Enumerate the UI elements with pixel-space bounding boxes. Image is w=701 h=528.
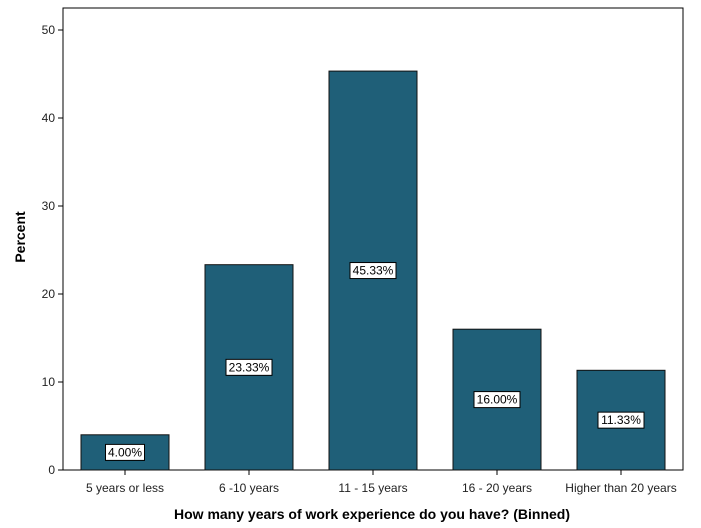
x-axis-title: How many years of work experience do you… — [174, 506, 570, 522]
data-label-box — [105, 443, 145, 461]
data-label: 16.00% — [477, 393, 518, 407]
x-tick-label: 11 - 15 years — [338, 481, 407, 495]
y-tick-label: 30 — [42, 199, 56, 213]
data-label-box — [349, 262, 397, 280]
data-label: 11.33% — [601, 413, 641, 427]
data-label: 4.00% — [108, 445, 142, 459]
x-tick-label: 6 -10 years — [219, 481, 279, 495]
y-tick-label: 50 — [42, 23, 56, 37]
data-label: 45.33% — [353, 264, 394, 278]
x-tick-label: 5 years or less — [86, 481, 164, 495]
y-tick-label: 40 — [42, 111, 56, 125]
data-label-box — [597, 411, 645, 429]
x-axis: 5 years or less 6 -10 years 11 - 15 years 1… — [86, 470, 677, 495]
data-label: 23.33% — [229, 360, 270, 374]
x-tick-label: Higher than 20 years — [565, 481, 676, 495]
y-tick-label: 20 — [42, 287, 56, 301]
data-labels-layer: 4.00% 23.33% 45.33% 16.00% 11.33% — [105, 262, 645, 461]
y-tick-label: 10 — [42, 375, 56, 389]
data-label-box — [225, 358, 273, 376]
x-tick-label: 16 - 20 years — [462, 481, 532, 495]
y-axis-title: Percent — [12, 211, 28, 263]
y-tick-label: 0 — [48, 463, 55, 477]
y-axis: 0 10 20 30 40 50 — [42, 23, 63, 477]
data-label-box — [473, 391, 521, 409]
